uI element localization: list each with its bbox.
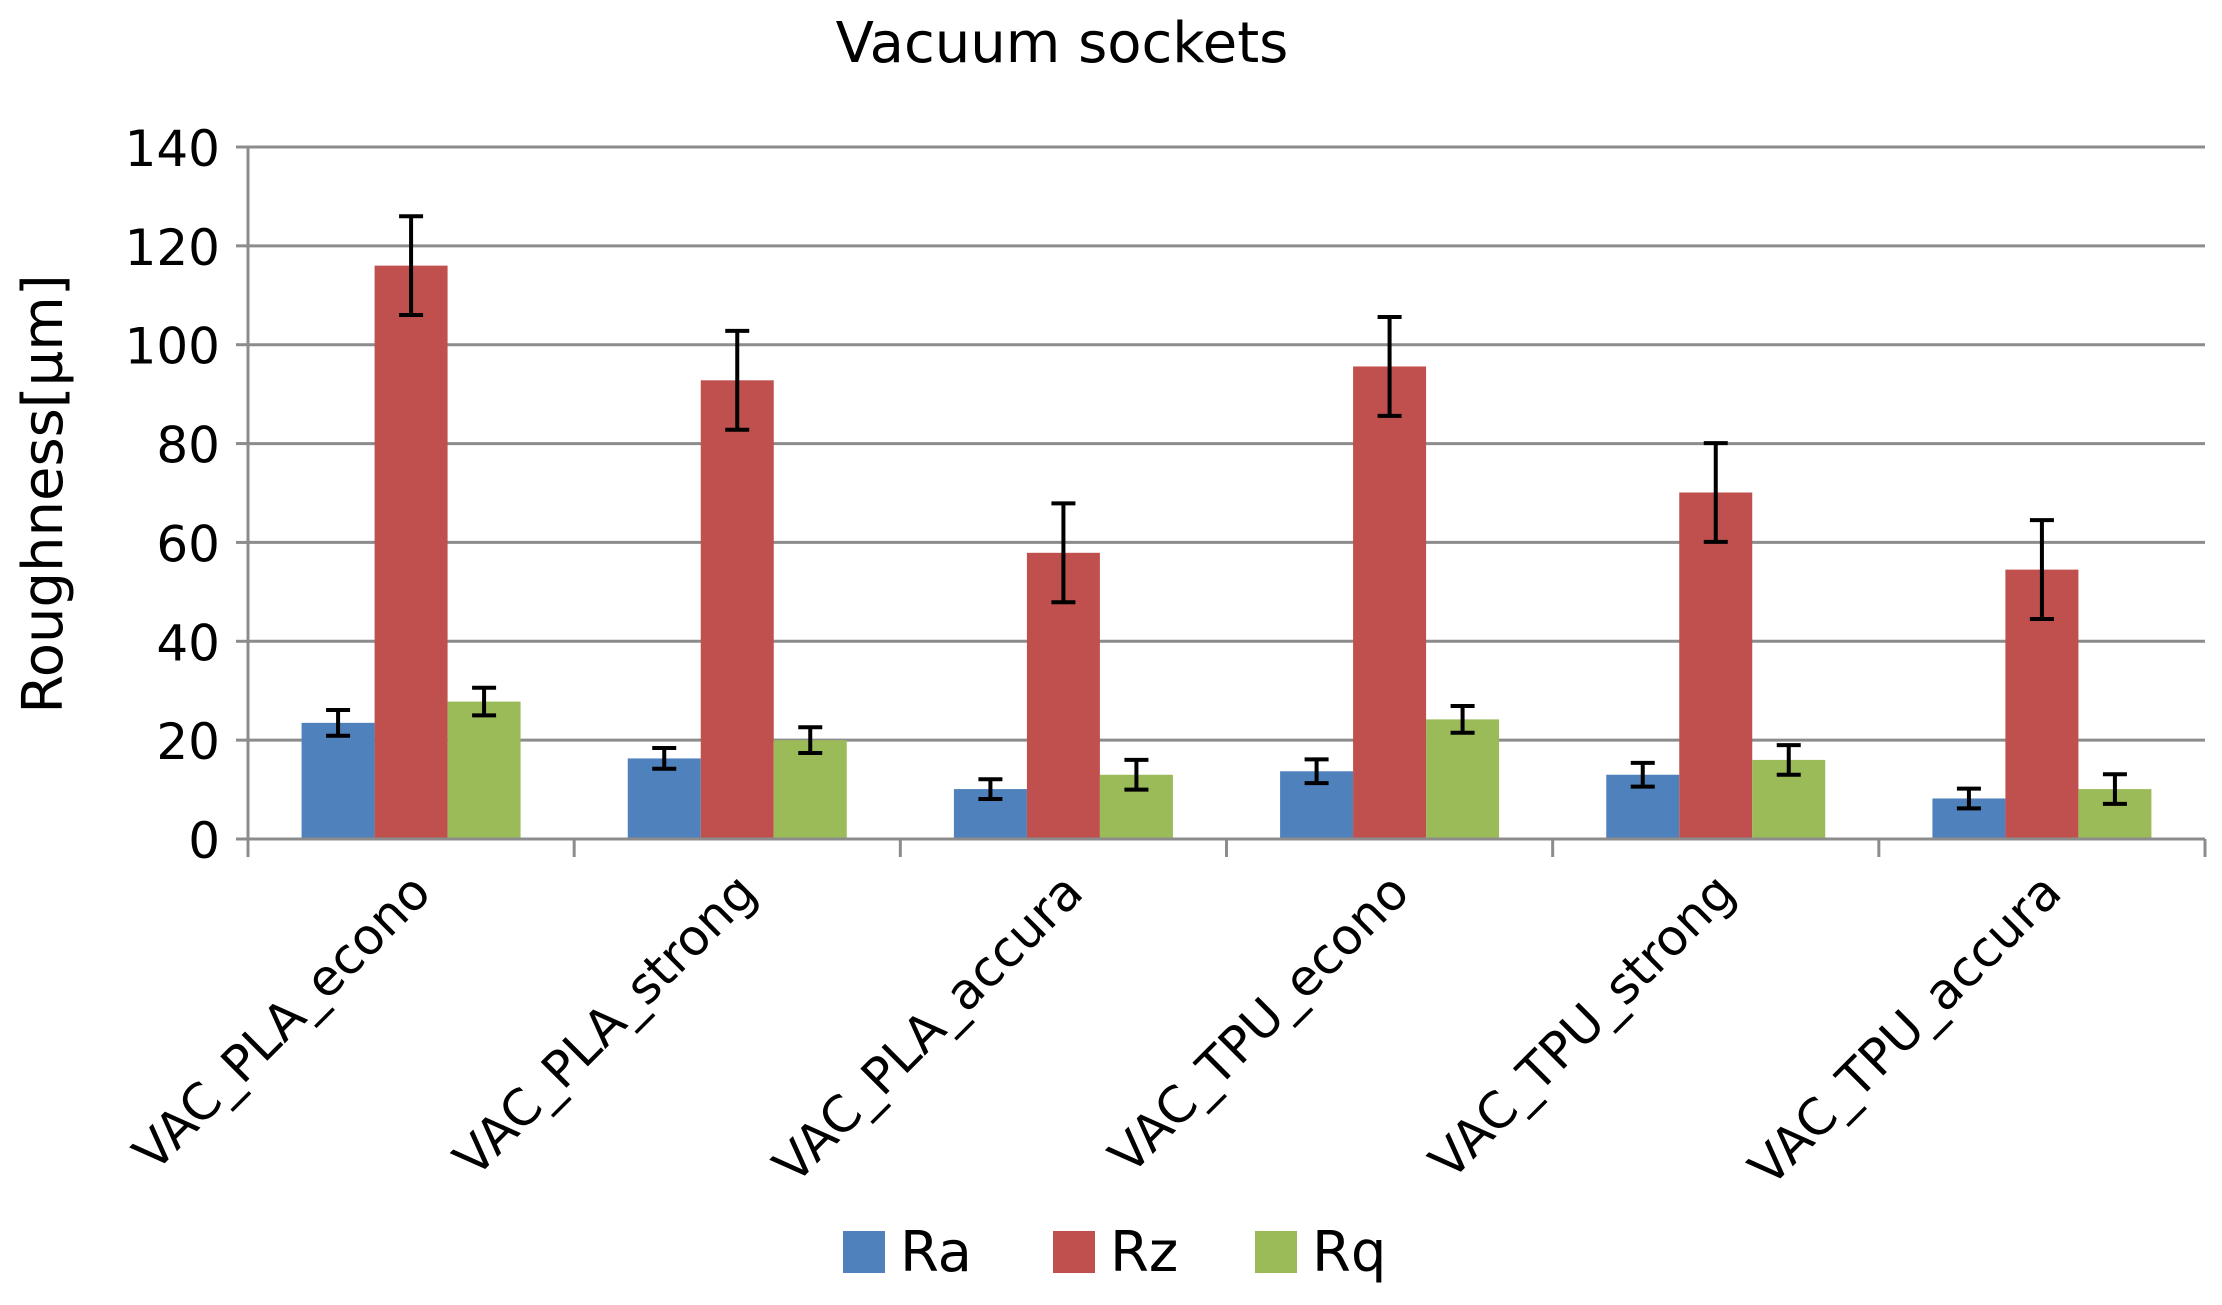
bar-rz-2 [700, 380, 774, 839]
bar-rq-1 [447, 701, 521, 839]
x-tick-label: VAC_TPU_accura [1738, 862, 2072, 1196]
x-tick-label: VAC_TPU_strong [1418, 862, 1746, 1190]
error-bar-ra-6 [1956, 786, 1981, 811]
error-bar-rq-5 [1776, 743, 1801, 777]
bar-rq-4 [1426, 719, 1500, 839]
y-tick-label: 60 [156, 515, 220, 573]
error-bar-rz-5 [1703, 441, 1728, 544]
error-bar-rq-2 [798, 725, 823, 755]
y-tick-label: 120 [125, 219, 220, 277]
y-tick-label: 100 [125, 318, 220, 376]
error-bar-rq-4 [1450, 704, 1475, 735]
bar-rz-5 [1679, 492, 1753, 839]
error-bar-rq-6 [2102, 772, 2127, 806]
error-bar-rz-1 [399, 214, 424, 318]
chart-title: Vacuum sockets [836, 11, 1289, 76]
error-bar-rq-1 [472, 685, 497, 718]
x-axis-ticks: VAC_PLA_econo VAC_PLA_strongVAC_PLA_accur… [122, 862, 2072, 1196]
bar-ra-2 [627, 758, 701, 839]
x-tick-label: VAC_PLA_accura [762, 862, 1094, 1194]
x-tick-label: VAC_PLA_strong [443, 862, 768, 1187]
y-axis-ticks: 0 20 40 60 80 100 120 140 [125, 120, 248, 870]
error-bar-rz-2 [725, 328, 750, 432]
error-bar-rq-3 [1124, 757, 1149, 792]
legend-label-ra: Ra [900, 1220, 972, 1285]
y-tick-label: 140 [125, 120, 220, 178]
axes [246, 147, 2207, 857]
y-axis-label: Roughness[µm] [11, 274, 76, 713]
error-bar-ra-3 [978, 777, 1003, 801]
bar-rz-4 [1353, 366, 1427, 839]
gridlines [248, 145, 2205, 742]
bar-rq-2 [773, 740, 847, 839]
error-bar-ra-4 [1304, 757, 1329, 786]
legend-label-rz: Rz [1110, 1220, 1178, 1285]
y-tick-label: 40 [156, 614, 220, 672]
legend: Ra Rz Rq [843, 1220, 1386, 1285]
legend-swatch-rz [1053, 1231, 1095, 1273]
bars [301, 265, 2152, 840]
error-bar-ra-2 [652, 746, 677, 771]
legend-label-rq: Rq [1312, 1220, 1386, 1285]
error-bar-rz-4 [1377, 315, 1402, 418]
error-bars [326, 214, 2127, 811]
legend-swatch-rq [1255, 1231, 1297, 1273]
error-bar-ra-1 [326, 707, 351, 738]
legend-swatch-ra [843, 1231, 885, 1273]
y-tick-label: 20 [156, 713, 220, 771]
bar-ra-1 [301, 722, 375, 839]
error-bar-ra-5 [1630, 760, 1655, 789]
x-tick-label: VAC_PLA_econo [122, 862, 441, 1181]
x-tick-label: VAC_TPU_econo [1098, 862, 1420, 1184]
error-bar-rz-3 [1051, 501, 1076, 605]
y-tick-label: 0 [188, 812, 220, 870]
bar-rz-1 [374, 265, 448, 840]
y-tick-label: 80 [156, 417, 220, 475]
error-bar-rz-6 [2029, 518, 2054, 622]
